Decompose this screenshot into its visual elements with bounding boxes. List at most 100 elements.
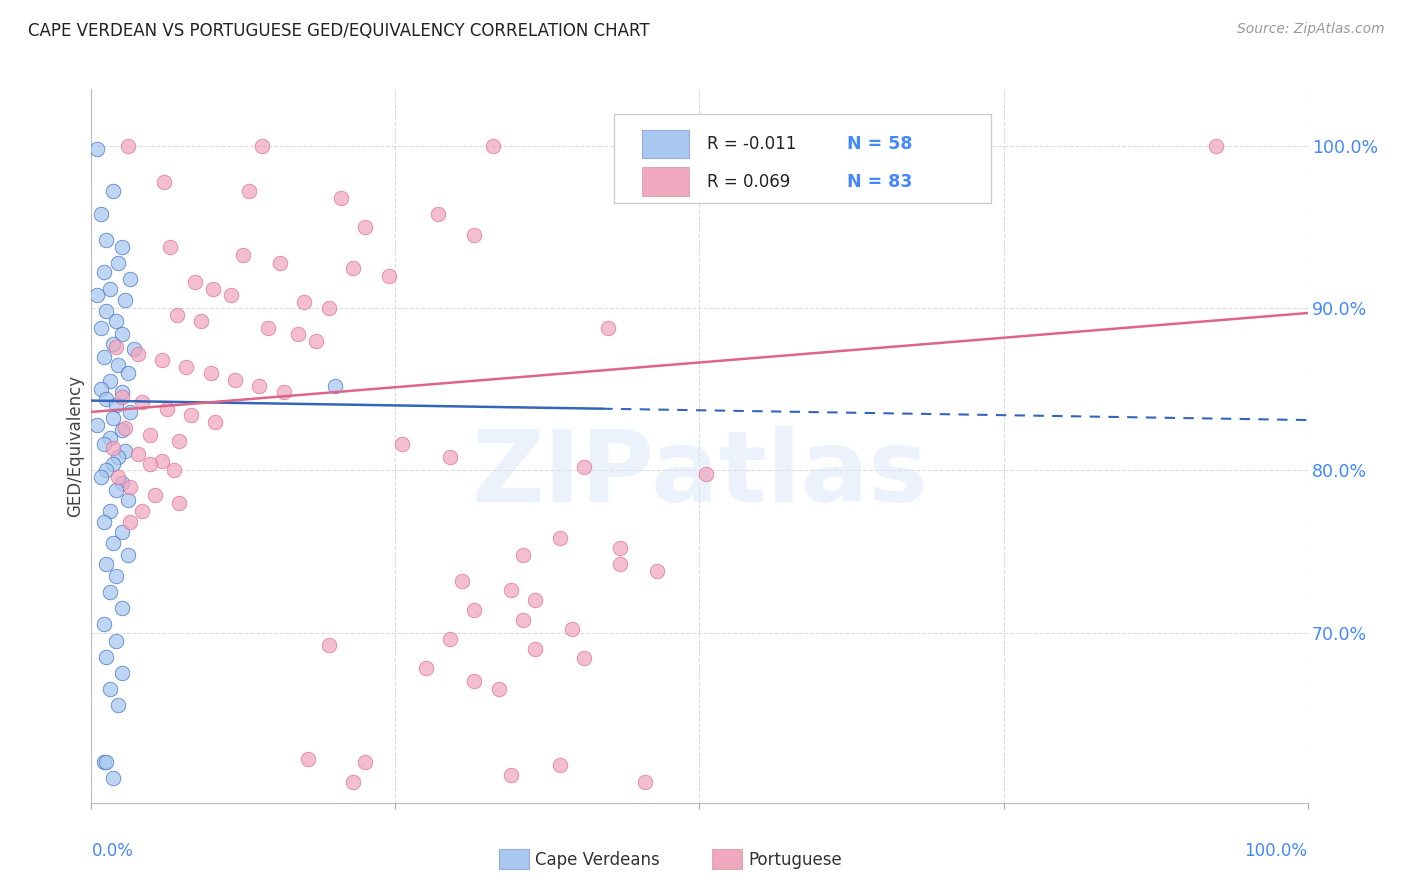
Point [94,649,117,664]
Point [111,385,134,400]
Point [111,476,134,491]
Point [166,308,188,322]
Point [250,139,273,153]
Point [114,443,136,458]
Point [488,682,510,697]
Point [90,470,112,484]
Point [219,288,242,302]
Point [111,601,134,615]
Point [122,342,145,356]
Point [548,758,571,772]
Point [524,593,547,607]
Bar [499,849,529,869]
Point [104,568,127,582]
Point [143,488,166,502]
Point [609,558,631,572]
Point [111,239,134,253]
Point [131,395,153,409]
Point [107,470,129,484]
Point [93,265,115,279]
Point [98,374,121,388]
Point [305,334,328,348]
Bar [643,168,689,196]
Point [103,411,125,425]
Point [93,515,115,529]
Bar [711,849,742,869]
Point [318,812,340,826]
Point [224,372,246,386]
Point [94,756,117,770]
Point [103,772,125,786]
Point [463,674,485,689]
Point [111,390,134,404]
Point [548,532,571,546]
Point [439,632,461,646]
Point [269,256,291,270]
Point [111,666,134,681]
Point [180,408,202,422]
Point [120,479,142,493]
Point [167,434,190,449]
Point [292,294,315,309]
Point [127,346,149,360]
Point [98,504,121,518]
Point [86,417,108,432]
Point [93,617,115,632]
Point [598,320,620,334]
Point [232,247,254,261]
Point [150,353,173,368]
Point [120,272,142,286]
Point [111,524,134,539]
Point [342,774,364,789]
Bar [643,129,689,158]
Point [111,327,134,342]
Point [107,256,129,270]
Text: 0.0%: 0.0% [91,842,134,860]
Point [139,427,162,442]
Point [94,463,117,477]
Point [98,682,121,697]
Point [391,437,413,451]
Point [329,191,352,205]
Point [167,496,190,510]
Point [103,336,125,351]
Text: Portuguese: Portuguese [748,851,842,869]
Point [156,401,179,416]
Point [114,293,136,307]
Point [103,441,125,455]
Point [86,288,108,302]
Point [103,536,125,550]
Point [120,405,142,419]
Point [103,457,125,471]
Text: 100.0%: 100.0% [1244,842,1308,860]
Point [247,379,270,393]
Point [451,574,474,588]
Point [499,583,522,598]
Point [94,392,117,406]
Point [93,756,115,770]
Point [463,228,485,243]
Point [111,423,134,437]
Text: N = 83: N = 83 [846,173,912,191]
Point [90,207,112,221]
Point [190,314,212,328]
Point [481,139,503,153]
Point [103,185,125,199]
Point [342,260,364,275]
Text: Cape Verdeans: Cape Verdeans [536,851,659,869]
Point [561,622,583,636]
Point [204,415,226,429]
Point [238,185,260,199]
Point [572,460,595,475]
Point [153,175,176,189]
Text: R = 0.069: R = 0.069 [707,173,790,191]
Point [499,768,522,782]
Point [354,756,377,770]
Point [114,421,136,435]
Point [287,327,309,342]
Point [90,320,112,334]
Point [439,450,461,465]
Point [127,447,149,461]
Point [104,340,127,354]
Point [184,275,207,289]
